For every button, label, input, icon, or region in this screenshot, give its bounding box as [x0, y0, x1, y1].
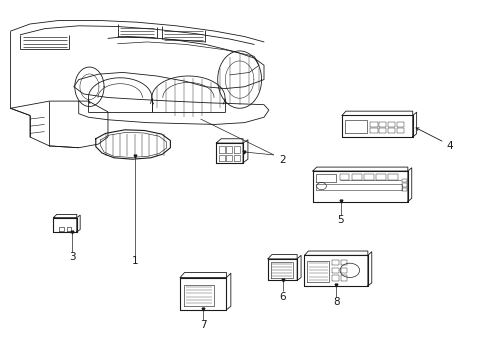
Text: 7: 7	[199, 320, 206, 330]
Text: 3: 3	[69, 252, 76, 262]
Text: 2: 2	[279, 155, 285, 165]
Text: 1: 1	[131, 256, 138, 266]
Text: 6: 6	[279, 292, 285, 302]
Text: 4: 4	[445, 141, 452, 151]
Text: 5: 5	[337, 215, 343, 225]
Text: 8: 8	[332, 297, 339, 307]
